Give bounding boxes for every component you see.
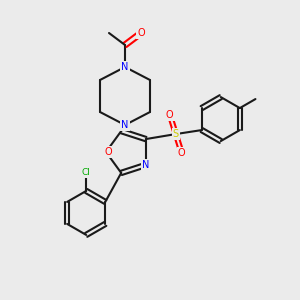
Text: O: O: [104, 147, 112, 157]
Text: N: N: [121, 62, 129, 72]
Text: S: S: [173, 129, 179, 139]
Text: Cl: Cl: [82, 168, 91, 177]
Text: N: N: [121, 120, 129, 130]
Text: O: O: [166, 110, 174, 120]
Text: N: N: [142, 160, 149, 170]
Text: O: O: [178, 148, 186, 158]
Text: O: O: [137, 28, 145, 38]
